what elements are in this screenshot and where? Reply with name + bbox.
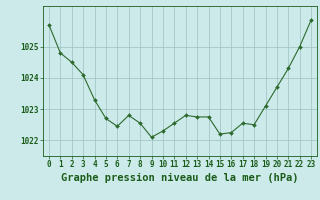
X-axis label: Graphe pression niveau de la mer (hPa): Graphe pression niveau de la mer (hPa) [61, 173, 299, 183]
